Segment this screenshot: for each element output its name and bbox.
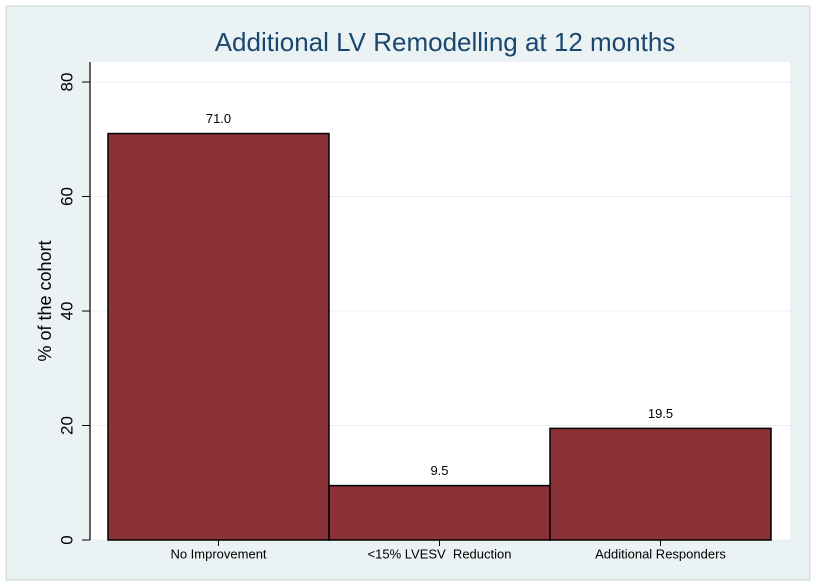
y-tick-label: 60 — [57, 187, 76, 206]
bar — [549, 427, 772, 541]
value-label: 71.0 — [206, 111, 231, 126]
value-label: 9.5 — [430, 463, 448, 478]
x-tick-label: Additional Responders — [595, 546, 726, 561]
y-axis-label: % of the cohort — [35, 240, 55, 361]
x-tick-label: <15% LVESV Reduction — [368, 546, 512, 561]
value-label: 19.5 — [648, 406, 673, 421]
y-tick-label: 0 — [57, 535, 76, 544]
marks: No Improvement 71.0 <15% LVESV Reduction 9.… — [107, 111, 772, 561]
y-tick-label: 40 — [57, 302, 76, 321]
y-tick-label: 80 — [57, 73, 76, 92]
bar — [107, 132, 330, 541]
bar — [328, 484, 551, 541]
chart-title: Additional LV Remodelling at 12 months — [215, 27, 676, 57]
y-tick-label: 20 — [57, 416, 76, 435]
x-tick-label: No Improvement — [170, 546, 266, 561]
